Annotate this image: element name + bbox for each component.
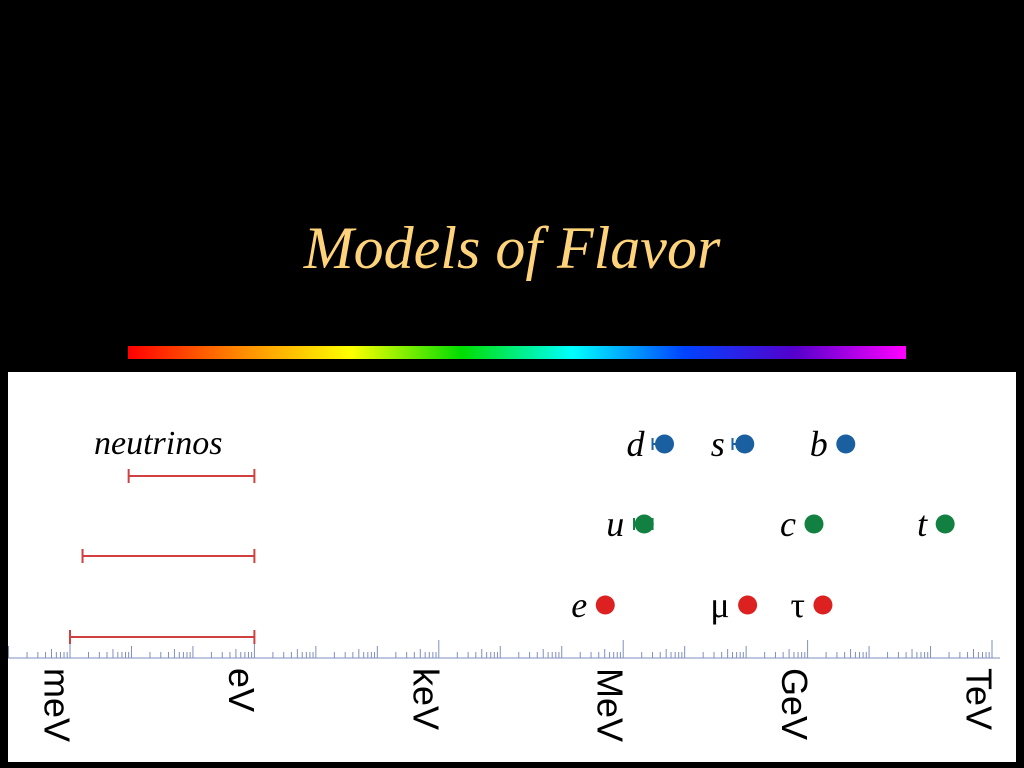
particle-point-lepton — [595, 595, 615, 615]
particle-point-up — [804, 514, 824, 534]
particle-point-down — [735, 434, 755, 454]
x-tick-label: eV — [221, 668, 262, 712]
x-tick-label: keV — [405, 668, 446, 730]
particle-point-down — [836, 434, 856, 454]
particle-point-lepton — [813, 595, 833, 615]
particle-label: μ — [710, 585, 729, 625]
particle-label: s — [711, 424, 725, 464]
particle-label: b — [810, 424, 828, 464]
particle-label: e — [571, 585, 587, 625]
slide-title: Models of Flavor — [303, 215, 721, 281]
mass-spectrum-chart-panel: meV eV keV MeV GeV TeV neutrinos d s b u c t e μ τ — [8, 372, 1016, 762]
x-tick-label: MeV — [590, 668, 631, 742]
particle-point-lepton — [738, 595, 758, 615]
x-tick-label: GeV — [774, 668, 815, 740]
neutrinos-label: neutrinos — [94, 425, 222, 462]
particle-point-up — [935, 514, 955, 534]
particle-label: τ — [790, 585, 804, 625]
x-tick-label: TeV — [958, 668, 999, 730]
rainbow-divider-bar — [128, 346, 906, 359]
mass-spectrum-chart: meV eV keV MeV GeV TeV neutrinos d s b u c t e μ τ — [8, 424, 1000, 742]
particle-point-down — [655, 434, 675, 454]
x-tick-label: meV — [36, 668, 77, 742]
particle-label: c — [780, 504, 796, 544]
particle-point-up — [634, 514, 654, 534]
particle-label: d — [627, 424, 646, 464]
particle-label: t — [917, 504, 928, 544]
particle-label: u — [606, 504, 624, 544]
